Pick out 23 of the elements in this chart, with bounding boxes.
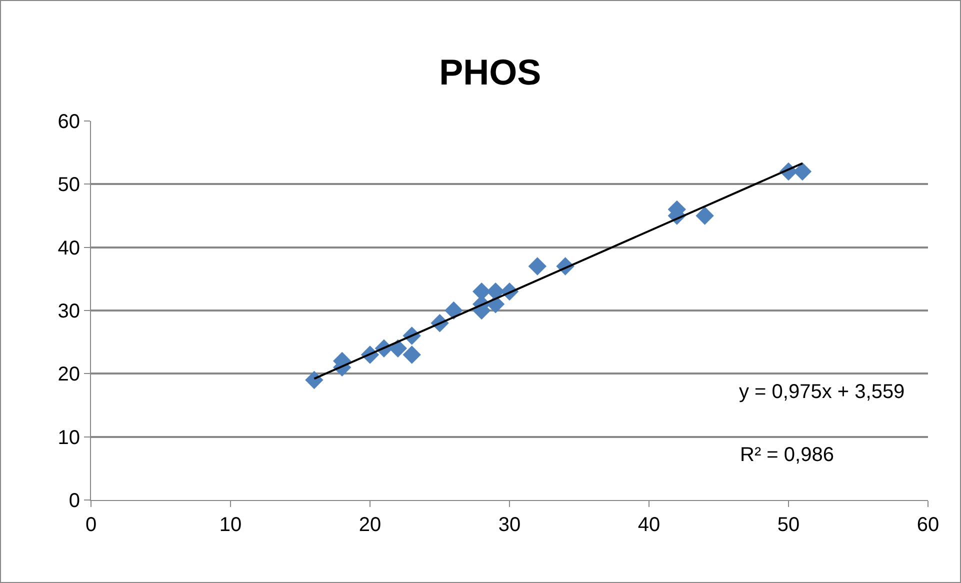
- point: [444, 301, 463, 320]
- point: [528, 257, 546, 276]
- y-tick-label: 20: [58, 364, 80, 386]
- y-tick-label: 40: [58, 237, 80, 260]
- y-tick-label: 60: [58, 111, 80, 133]
- x-tick-label: 10: [219, 514, 242, 536]
- point: [402, 346, 421, 364]
- point: [305, 370, 324, 390]
- chart-title: PHOS: [439, 51, 542, 92]
- y-tick-label: 0: [68, 490, 80, 512]
- point: [696, 206, 714, 225]
- y-tick-label: 10: [58, 426, 80, 449]
- point: [388, 339, 407, 358]
- annotation: y = 0,975x + 3,559: [739, 381, 905, 403]
- x-tick-label: 0: [85, 514, 97, 536]
- annotation: R² = 0,986: [740, 444, 834, 466]
- x-tick-label: 20: [358, 514, 382, 536]
- x-tick-label: 40: [638, 514, 660, 536]
- x-tick-label: 50: [777, 514, 800, 536]
- x-tick-label: 30: [498, 514, 521, 536]
- y-tick-label: 30: [58, 300, 80, 322]
- y-tick-label: 50: [58, 174, 80, 196]
- x-tick-label: 60: [916, 514, 940, 536]
